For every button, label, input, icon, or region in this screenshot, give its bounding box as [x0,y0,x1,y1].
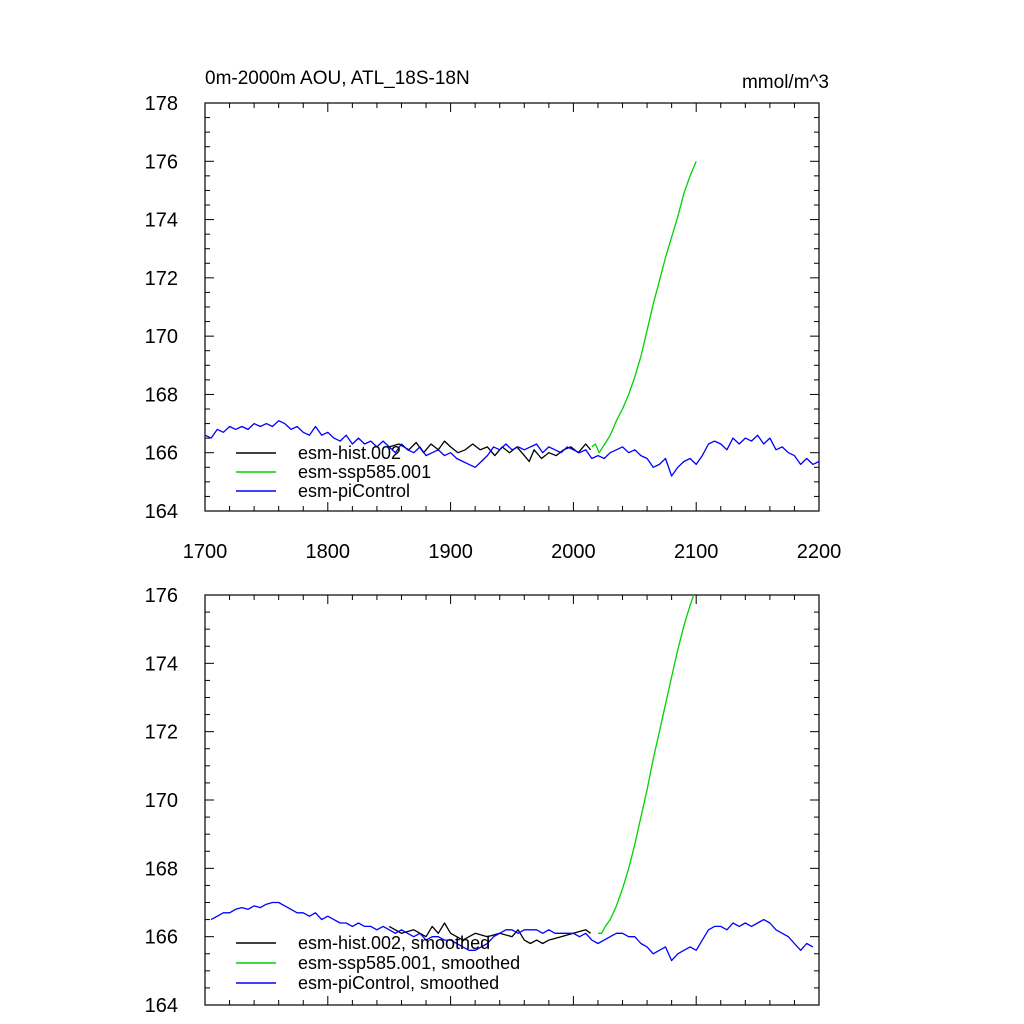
y-tick-label: 168 [145,384,178,406]
y-tick-label: 174 [145,653,178,675]
bottom-series-lines [210,594,814,962]
x-tick-label: 1800 [306,541,351,563]
y-tick-label: 172 [145,268,178,290]
y-tick-label: 166 [145,927,178,949]
y-tick-label: 170 [145,326,178,348]
bottom-axis-ticks: 164 166 168 170 172 174 176 [145,585,820,1017]
legend-label: esm-hist.002 [298,443,401,463]
y-tick-label: 166 [145,443,178,465]
y-tick-label: 172 [145,722,178,744]
legend-label: esm-hist.002, smoothed [298,933,490,953]
top-panel-units: mmol/m^3 [742,72,829,93]
x-tick-label: 2200 [797,541,842,563]
top-series-lines [204,161,820,477]
top-axis-ticks: 164 166 168 170 172 174 176 178 1700 1800 1900 2000… [145,93,842,563]
y-tick-label: 176 [145,151,178,173]
series-line-0 [389,440,592,463]
x-tick-label: 2100 [674,541,719,563]
series-line-1 [598,594,695,934]
x-tick-label: 1700 [183,541,228,563]
series-line-1 [591,161,697,454]
legend-label: esm-piControl, smoothed [298,973,499,993]
x-tick-label: 2000 [551,541,596,563]
legend-label: esm-ssp585.001 [298,462,431,482]
top-panel-title: 0m-2000m AOU, ATL_18S-18N [205,68,470,89]
legend-label: esm-piControl [298,481,410,501]
y-tick-label: 164 [145,995,178,1017]
series-line-2 [204,420,820,477]
y-tick-label: 170 [145,790,178,812]
legend-label: esm-ssp585.001, smoothed [298,953,520,973]
y-tick-label: 176 [145,585,178,607]
bottom-panel: 164 166 168 170 172 174 176 esm-hist.002, smoo… [145,585,820,1017]
y-tick-label: 178 [145,93,178,115]
y-tick-label: 174 [145,210,178,232]
y-tick-label: 164 [145,501,178,523]
y-tick-label: 168 [145,858,178,880]
series-line-2 [210,901,814,962]
top-panel: 0m-2000m AOU, ATL_18S-18N mmol/m^3 16416… [145,68,842,563]
x-tick-label: 1900 [428,541,473,563]
